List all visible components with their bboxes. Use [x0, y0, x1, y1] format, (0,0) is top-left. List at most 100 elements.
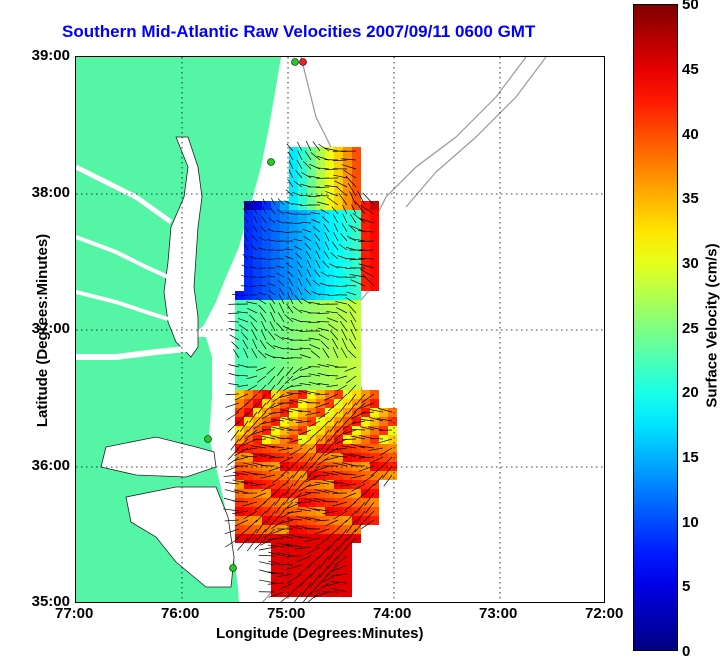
y-tick-label: 37:00: [32, 320, 70, 337]
velocity-cell: [334, 327, 343, 336]
velocity-cell: [307, 426, 316, 435]
velocity-cell: [325, 192, 334, 201]
y-tick-label: 36:00: [32, 457, 70, 474]
velocity-cell: [289, 435, 298, 444]
velocity-cell: [379, 453, 388, 462]
velocity-cell: [361, 210, 370, 219]
velocity-cell: [289, 183, 298, 192]
velocity-cell: [307, 534, 316, 543]
velocity-cell: [343, 543, 352, 552]
velocity-cell: [271, 480, 280, 489]
velocity-cell: [244, 363, 253, 372]
velocity-cell: [307, 372, 316, 381]
velocity-cell: [334, 165, 343, 174]
colorbar-tick: 15: [682, 449, 699, 466]
velocity-cell: [352, 210, 361, 219]
station-marker: [300, 59, 307, 66]
velocity-cell: [289, 264, 298, 273]
velocity-cell: [244, 372, 253, 381]
velocity-cell: [262, 336, 271, 345]
velocity-cell: [244, 516, 253, 525]
velocity-cell: [370, 210, 379, 219]
velocity-cell: [235, 363, 244, 372]
velocity-cell: [298, 192, 307, 201]
velocity-cell: [244, 201, 253, 210]
velocity-cell: [262, 498, 271, 507]
velocity-cell: [325, 156, 334, 165]
velocity-cell: [289, 174, 298, 183]
velocity-cell: [307, 300, 316, 309]
velocity-cell: [316, 354, 325, 363]
velocity-cell: [316, 372, 325, 381]
x-tick-label: 74:00: [373, 605, 411, 622]
velocity-cell: [325, 273, 334, 282]
velocity-cell: [289, 453, 298, 462]
velocity-cell: [307, 201, 316, 210]
velocity-cell: [352, 291, 361, 300]
velocity-cell: [289, 309, 298, 318]
map-plot[interactable]: [75, 56, 605, 603]
station-marker: [205, 436, 212, 443]
velocity-cell: [289, 543, 298, 552]
velocity-cell: [244, 237, 253, 246]
bathymetry-contour: [376, 57, 526, 217]
velocity-cell: [244, 327, 253, 336]
velocity-cell: [361, 228, 370, 237]
velocity-cell: [352, 471, 361, 480]
velocity-cell: [307, 336, 316, 345]
velocity-cell: [361, 462, 370, 471]
colorbar-tick: 50: [682, 0, 699, 13]
velocity-cell: [289, 354, 298, 363]
velocity-cell: [352, 363, 361, 372]
velocity-cell: [343, 354, 352, 363]
velocity-cell: [352, 462, 361, 471]
colorbar-tick: 20: [682, 384, 699, 401]
velocity-cell: [388, 426, 397, 435]
velocity-cell: [343, 471, 352, 480]
velocity-cell: [307, 309, 316, 318]
velocity-cell: [244, 246, 253, 255]
velocity-cell: [244, 354, 253, 363]
velocity-cell: [370, 444, 379, 453]
velocity-cell: [316, 543, 325, 552]
velocity-cell: [316, 525, 325, 534]
colorbar-tick: 5: [682, 578, 690, 595]
velocity-cell: [298, 345, 307, 354]
velocity-cell: [307, 183, 316, 192]
velocity-cell: [262, 246, 271, 255]
velocity-cell: [298, 363, 307, 372]
velocity-cell: [271, 228, 280, 237]
x-axis-label: Longitude (Degrees:Minutes): [216, 625, 424, 642]
velocity-cell: [361, 444, 370, 453]
velocity-cell: [298, 174, 307, 183]
velocity-cell: [334, 192, 343, 201]
velocity-cell: [316, 426, 325, 435]
velocity-cell: [262, 363, 271, 372]
map-title: Southern Mid-Atlantic Raw Velocities 200…: [62, 22, 535, 42]
velocity-cell: [262, 372, 271, 381]
velocity-cell: [235, 318, 244, 327]
velocity-cell: [352, 453, 361, 462]
velocity-cell: [361, 264, 370, 273]
velocity-cell: [307, 480, 316, 489]
velocity-cell: [262, 417, 271, 426]
velocity-cell: [370, 246, 379, 255]
velocity-cell: [235, 534, 244, 543]
velocity-cell: [271, 489, 280, 498]
velocity-cell: [307, 282, 316, 291]
velocity-cell: [262, 345, 271, 354]
velocity-cell: [352, 156, 361, 165]
velocity-cell: [352, 417, 361, 426]
velocity-cell: [325, 525, 334, 534]
velocity-cell: [316, 165, 325, 174]
velocity-cell: [262, 264, 271, 273]
velocity-cell: [307, 237, 316, 246]
velocity-cell: [271, 363, 280, 372]
y-tick-label: 35:00: [32, 593, 70, 610]
velocity-cell: [370, 237, 379, 246]
velocity-cell: [244, 318, 253, 327]
velocity-cell: [271, 291, 280, 300]
velocity-cell: [316, 552, 325, 561]
velocity-cell: [379, 462, 388, 471]
colorbar-tick: 35: [682, 190, 699, 207]
